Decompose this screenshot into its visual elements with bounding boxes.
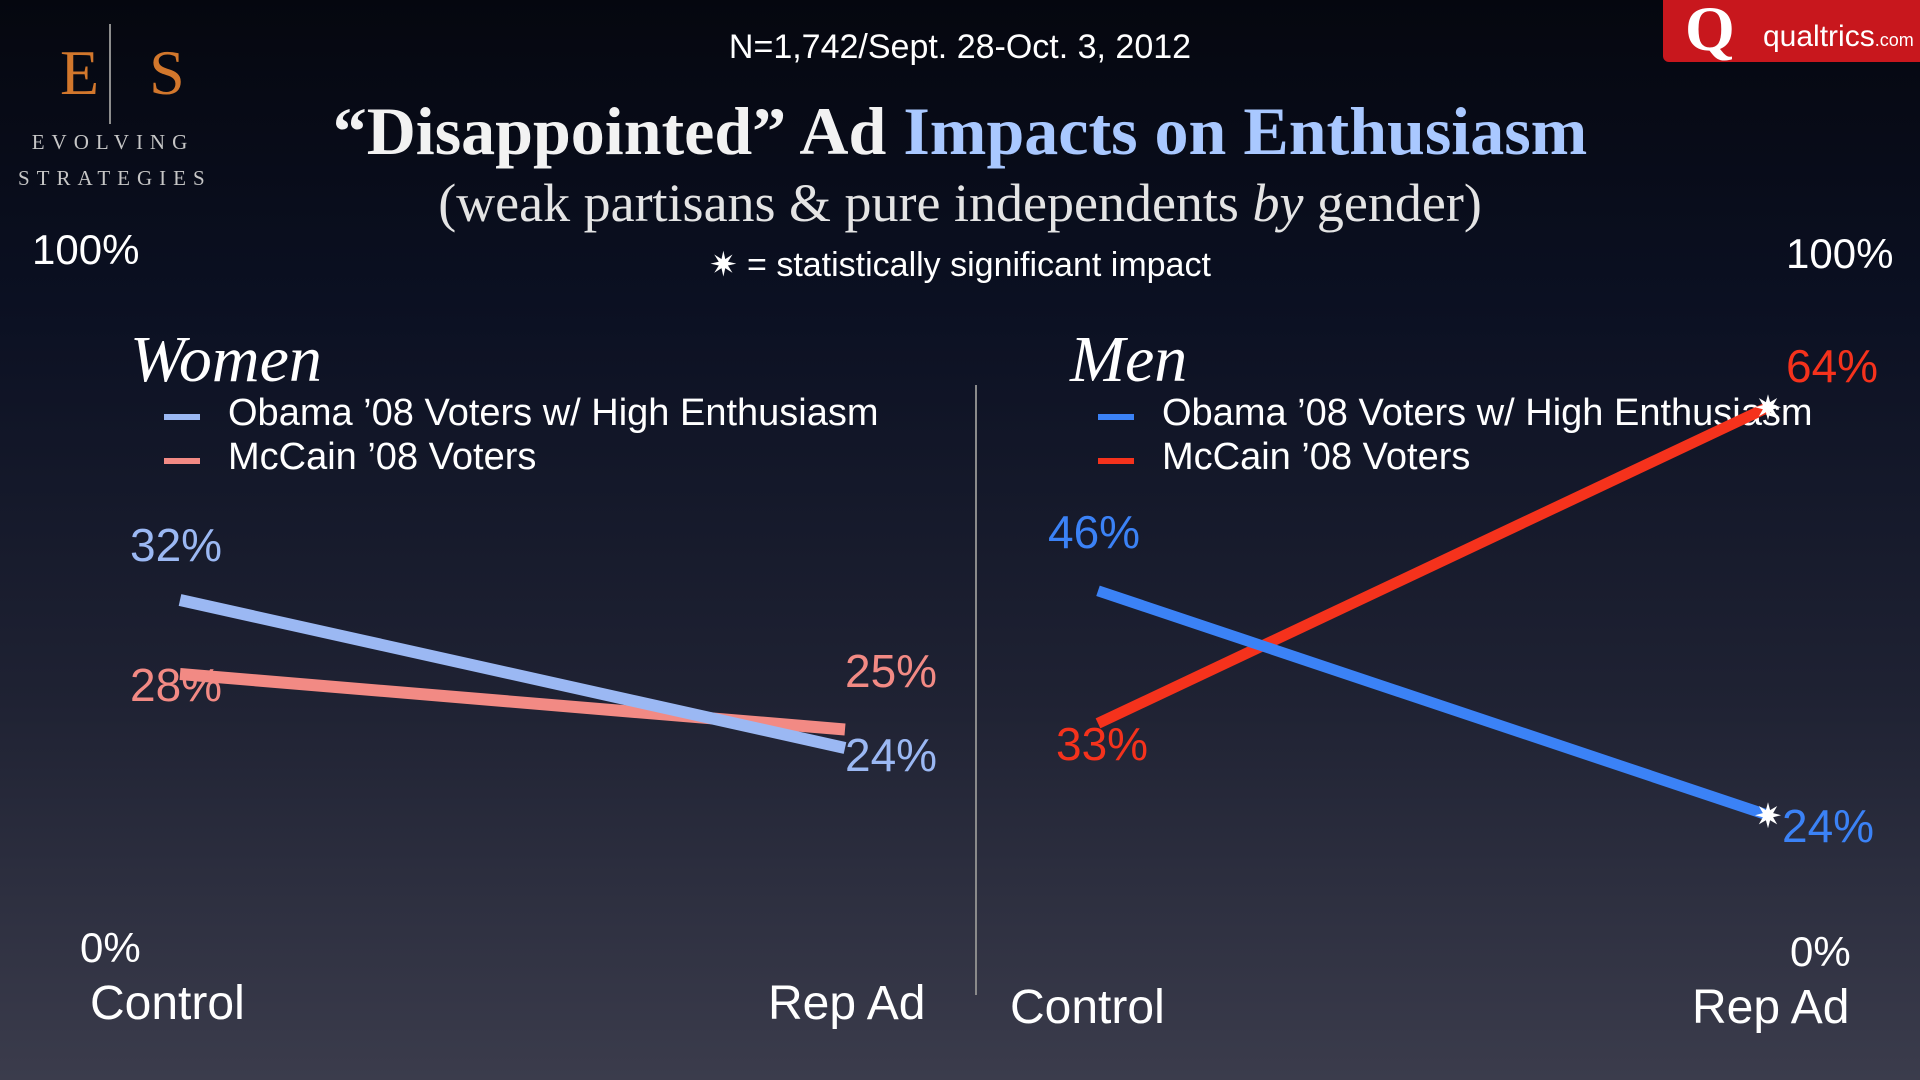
women-series-0-value-label-1: 24% <box>845 729 938 781</box>
men-legend-mccain: McCain ’08 Voters <box>1098 436 1470 479</box>
right-axis-bottom-label: 0% <box>1790 928 1851 975</box>
main-title: “Disappointed” Ad Impacts on Enthusiasm <box>332 93 1588 169</box>
evolving-strategies-logo: E S EVOLVING STRATEGIES <box>18 18 208 198</box>
qualtrics-wordmark: qualtrics.com <box>1763 20 1914 53</box>
significance-note: ✷ = statistically significant impact <box>709 246 1211 284</box>
subtitle: (weak partisans & pure independents by g… <box>438 173 1482 233</box>
left-axis-bottom-label: 0% <box>80 924 141 971</box>
women-panel-title: Women <box>130 323 322 396</box>
men-series-1-significance-star <box>1755 394 1781 421</box>
right-axis-top-label: 100% <box>1786 230 1894 277</box>
men-panel-title: Men <box>1070 323 1188 396</box>
qualtrics-logo: Q qualtrics.com <box>1663 0 1920 64</box>
women-series-1-value-label-0: 28% <box>130 659 223 711</box>
logo-divider <box>109 24 111 124</box>
left-axis-top-label: 100% <box>32 226 140 273</box>
legend-swatch <box>164 414 200 420</box>
men-series-1-line <box>1095 402 1771 729</box>
women-series-0-line <box>178 594 847 754</box>
men-x-label-control: Control <box>1010 981 1165 1034</box>
qualtrics-q-icon: Q <box>1685 0 1735 64</box>
men-x-label-rep-ad: Rep Ad <box>1692 981 1850 1034</box>
legend-swatch <box>164 458 200 464</box>
logo-line-1: EVOLVING <box>31 130 195 154</box>
women-x-label-rep-ad: Rep Ad <box>768 977 926 1030</box>
women-series-1-value-label-1: 25% <box>845 644 938 697</box>
men-series-1-value-label-0: 33% <box>1056 718 1149 771</box>
women-legend-obama: Obama ’08 Voters w/ High Enthusiasm <box>164 392 879 435</box>
men-series-0-value-label-0: 46% <box>1048 505 1141 558</box>
women-x-label-control: Control <box>90 977 245 1030</box>
legend-swatch <box>1098 414 1134 420</box>
logo-line-2: STRATEGIES <box>18 166 212 190</box>
sample-note: N=1,742/Sept. 28-Oct. 3, 2012 <box>728 28 1192 66</box>
women-series-0-value-label-0: 32% <box>130 519 223 571</box>
panel-divider <box>975 385 977 995</box>
logo-letters: E S <box>60 37 191 108</box>
men-series-1-value-label-1: 64% <box>1786 340 1879 393</box>
men-series-0-significance-star <box>1755 802 1781 829</box>
legend-swatch <box>1098 458 1134 464</box>
men-series-0-line <box>1096 585 1770 821</box>
women-legend-mccain: McCain ’08 Voters <box>164 436 536 479</box>
men-legend-obama: Obama ’08 Voters w/ High Enthusiasm <box>1098 392 1813 435</box>
men-series-0-value-label-1: 24% <box>1782 800 1875 853</box>
